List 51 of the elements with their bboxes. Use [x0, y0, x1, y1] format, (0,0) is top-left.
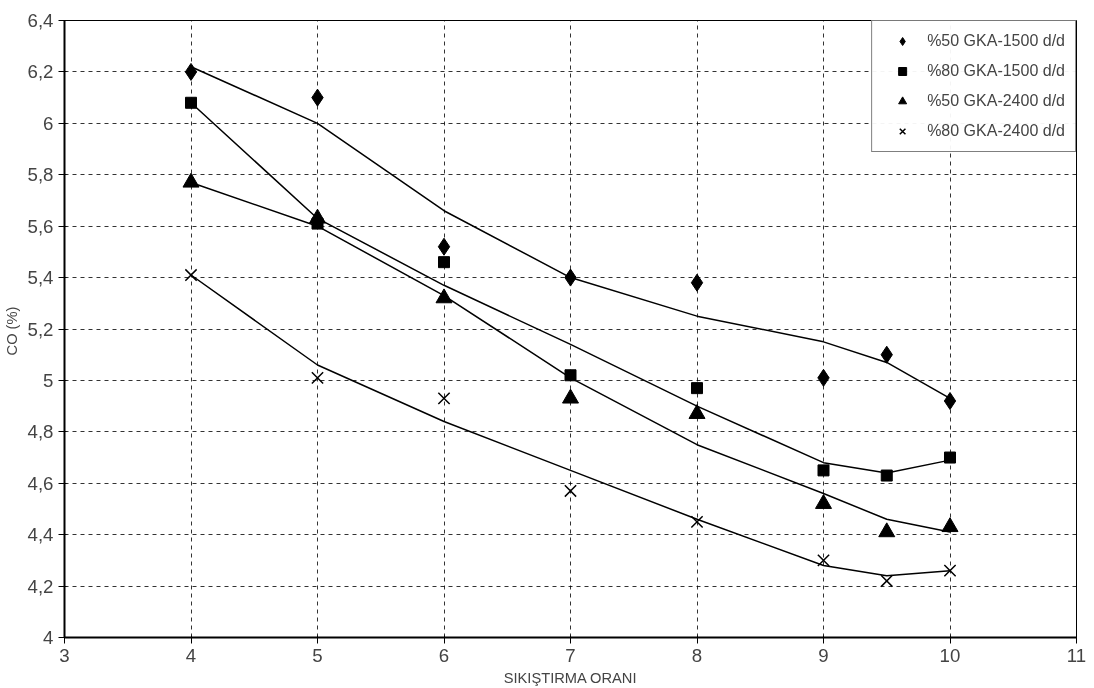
- point: [943, 564, 957, 578]
- y-tick-label: 6,2: [27, 61, 54, 83]
- x-tick-label: 10: [939, 644, 961, 666]
- point: [184, 268, 198, 282]
- point: [435, 288, 453, 304]
- x-tick-label: 3: [59, 644, 70, 666]
- point: [564, 484, 577, 498]
- y-tick-label: 5,4: [27, 267, 54, 289]
- point: [311, 371, 324, 385]
- legend-label: %80 GKA-2400 d/d: [927, 122, 1065, 140]
- point: [944, 451, 956, 464]
- x-tick-label: 5: [312, 644, 323, 666]
- point: [941, 517, 959, 533]
- point: [880, 574, 894, 588]
- y-axis-title: CO (%): [3, 306, 20, 356]
- x-tick-label: 6: [438, 644, 450, 666]
- x-tick-label: 8: [691, 644, 703, 666]
- point: [185, 96, 197, 109]
- y-tick-label: 5,8: [27, 164, 54, 186]
- point: [437, 237, 451, 256]
- legend-label: %50 GKA-1500 d/d: [927, 32, 1065, 50]
- point: [817, 464, 830, 477]
- y-tick-label: 4,8: [27, 421, 54, 443]
- point: [690, 515, 704, 529]
- y-tick-label: 5: [43, 369, 54, 391]
- x-tick-label: 11: [1066, 644, 1087, 666]
- y-tick-label: 6: [43, 112, 54, 134]
- legend-label: %80 GKA-1500 d/d: [927, 62, 1065, 80]
- y-tick-label: 5,2: [27, 318, 54, 340]
- y-tick-label: 4: [43, 627, 54, 648]
- point: [438, 256, 450, 269]
- point: [437, 392, 451, 405]
- y-tick-label: 4,2: [27, 575, 54, 597]
- point: [943, 391, 957, 410]
- x-axis-title: SIKIŞTIRMA ORANI: [503, 669, 637, 686]
- point: [817, 553, 830, 567]
- x-tick-label: 4: [185, 644, 197, 666]
- point: [690, 273, 704, 292]
- point: [880, 469, 893, 482]
- y-tick-label: 4,6: [27, 472, 54, 494]
- point: [564, 369, 577, 382]
- x-tick-label: 7: [565, 644, 576, 666]
- y-tick-label: 6,4: [27, 10, 54, 31]
- y-tick-label: 4,4: [27, 524, 54, 546]
- point: [878, 522, 896, 538]
- point: [691, 382, 703, 395]
- y-tick-label: 5,6: [27, 215, 54, 237]
- point: [184, 62, 198, 81]
- legend-label: %50 GKA-2400 d/d: [927, 92, 1065, 110]
- point: [311, 217, 324, 230]
- x-tick-label: 9: [818, 644, 829, 666]
